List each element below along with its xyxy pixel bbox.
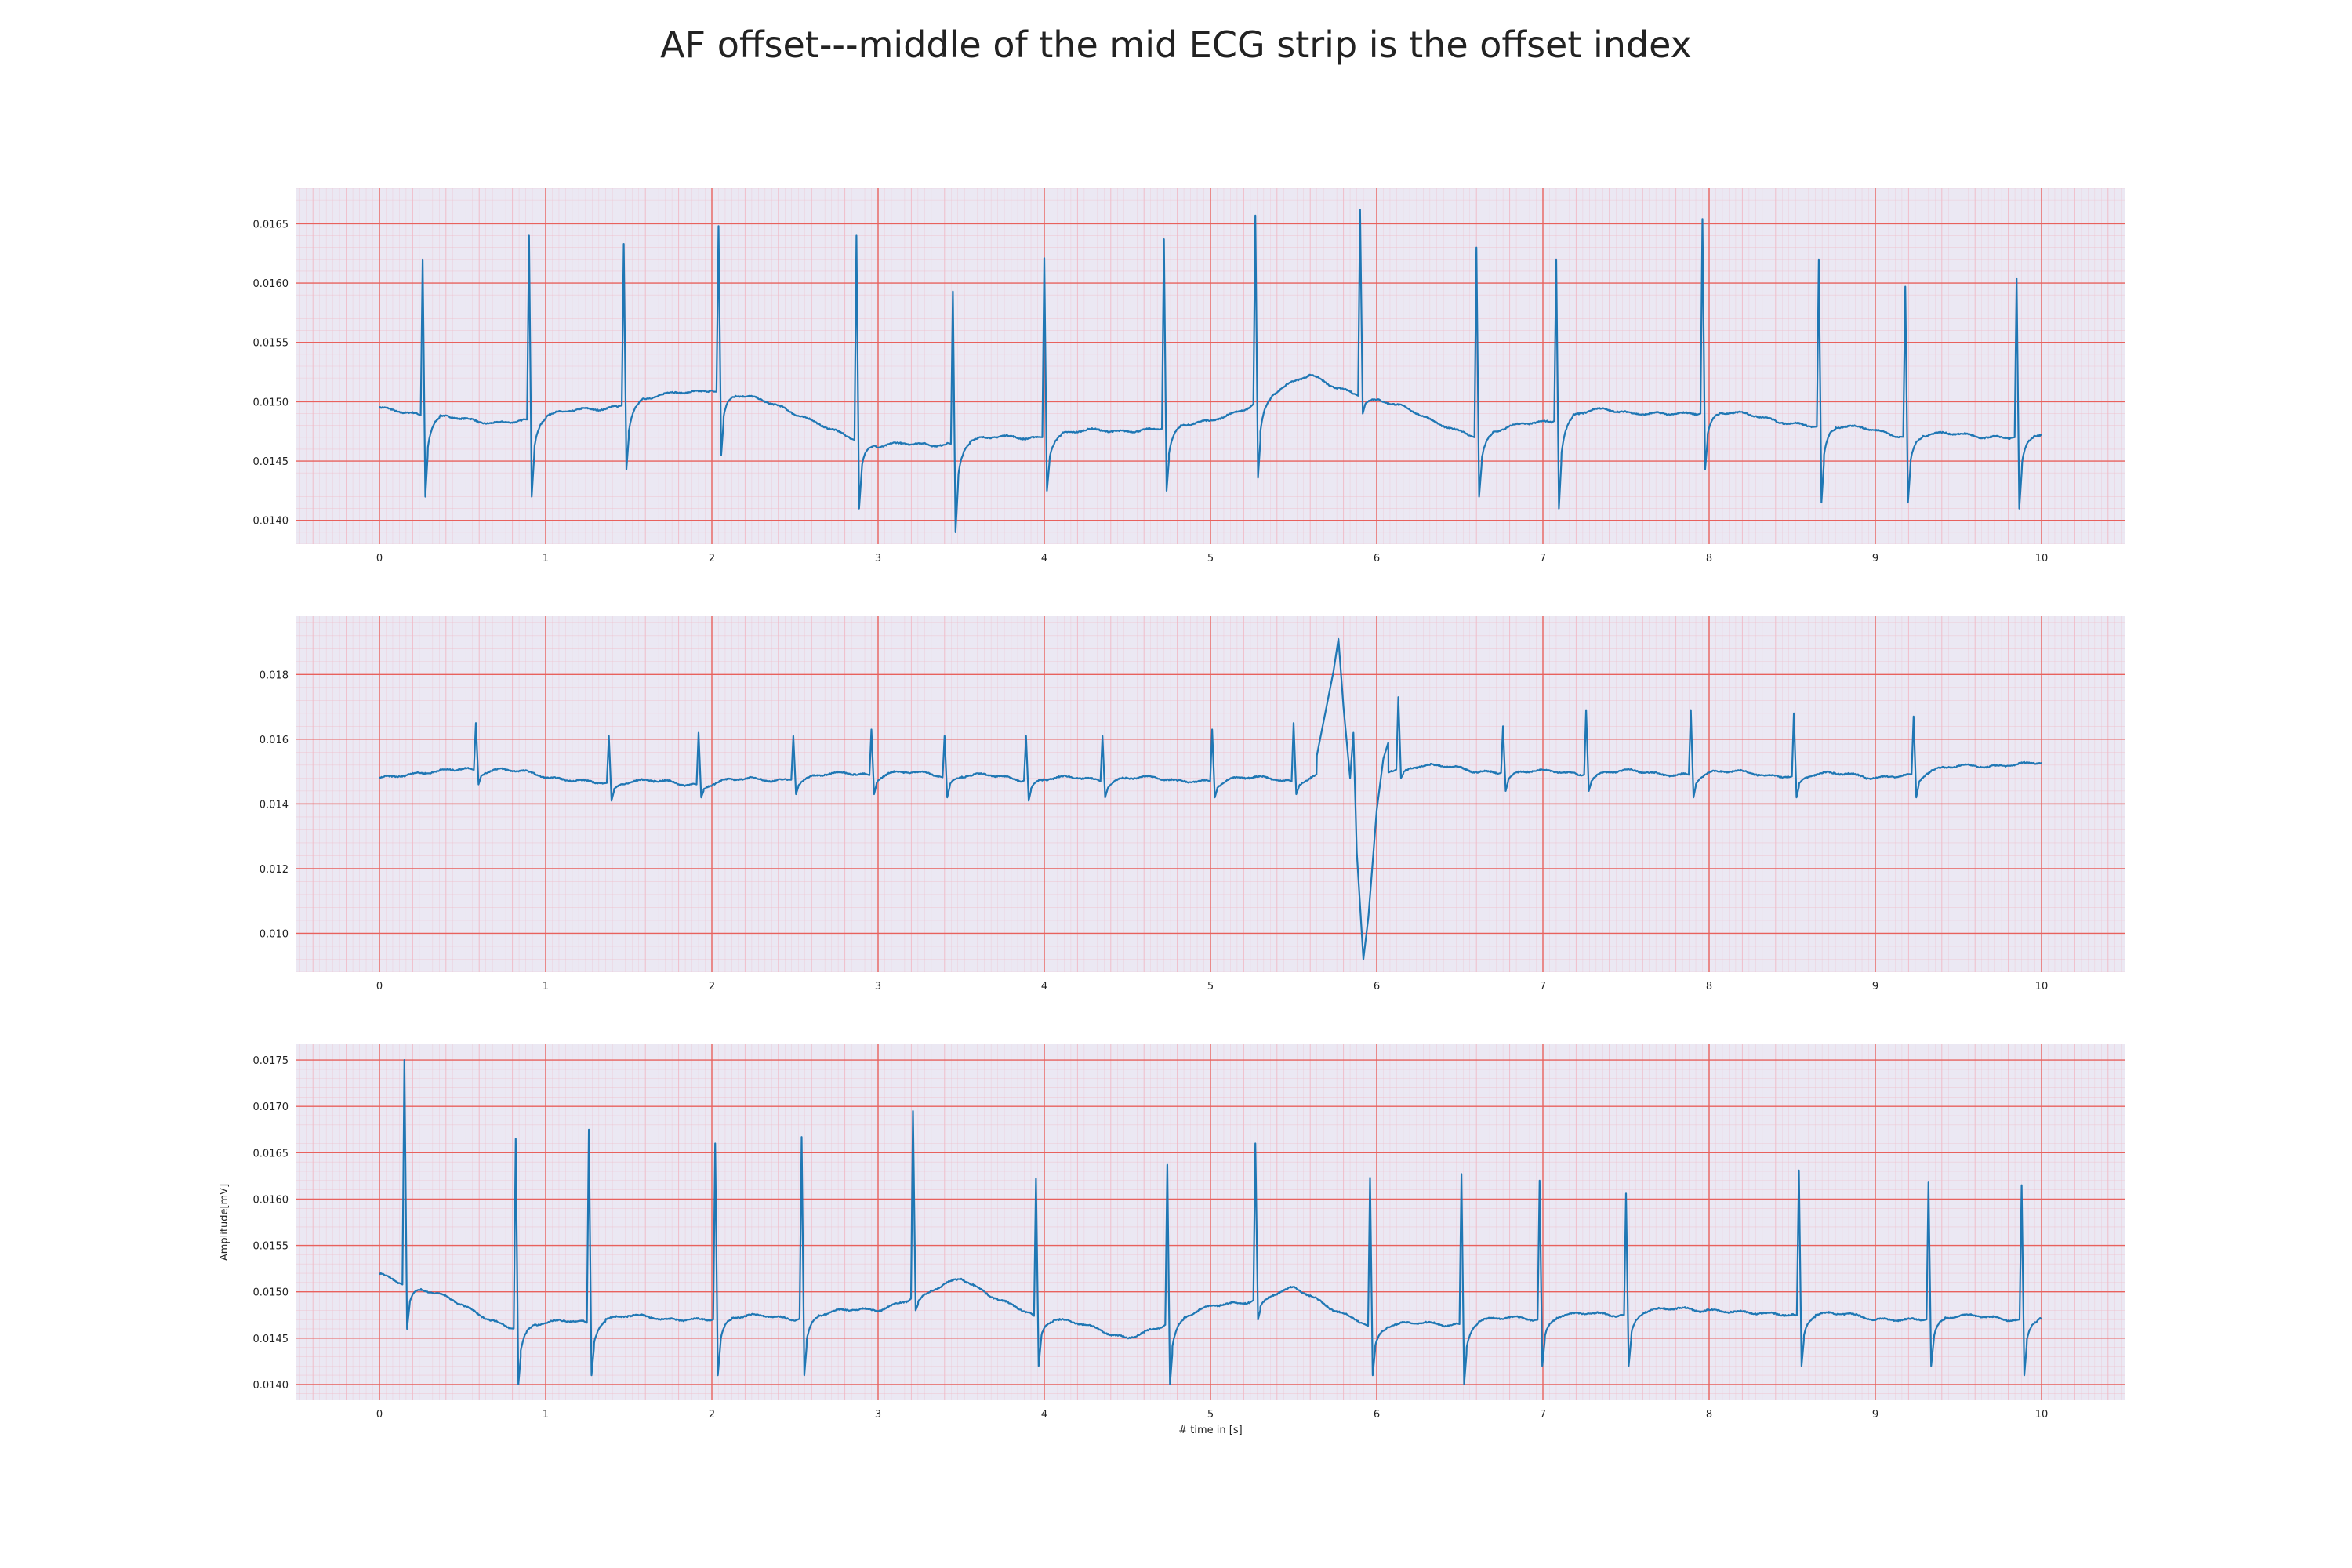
x-tick-label: 3 bbox=[875, 1409, 881, 1421]
y-axis-label: Amplitude[mV] bbox=[219, 1184, 230, 1261]
x-tick-label: 10 bbox=[2035, 1409, 2049, 1421]
y-tick-label: 0.0155 bbox=[253, 338, 289, 350]
figure-title: AF offset---middle of the mid ECG strip … bbox=[660, 24, 1692, 66]
y-tick-label: 0.0140 bbox=[253, 1380, 289, 1392]
x-tick-label: 7 bbox=[1540, 981, 1546, 993]
x-tick-label: 5 bbox=[1207, 981, 1214, 993]
x-tick-label: 4 bbox=[1041, 553, 1047, 564]
x-tick-label: 4 bbox=[1041, 1409, 1047, 1421]
x-tick-label: 7 bbox=[1540, 553, 1546, 564]
ecg-grid bbox=[296, 616, 2125, 972]
y-tick-label: 0.0160 bbox=[253, 1194, 289, 1206]
x-tick-label: 8 bbox=[1706, 981, 1712, 993]
x-tick-label: 7 bbox=[1540, 1409, 1546, 1421]
x-tick-label: 8 bbox=[1706, 1409, 1712, 1421]
x-tick-label: 3 bbox=[875, 981, 881, 993]
y-tick-label: 0.012 bbox=[260, 864, 289, 876]
x-tick-label: 0 bbox=[376, 981, 383, 993]
y-tick-label: 0.0170 bbox=[253, 1102, 289, 1113]
x-tick-label: 6 bbox=[1374, 553, 1380, 564]
y-tick-label: 0.0150 bbox=[253, 1287, 289, 1299]
x-tick-label: 10 bbox=[2035, 553, 2049, 564]
y-tick-label: 0.0165 bbox=[253, 219, 289, 230]
x-tick-label: 9 bbox=[1872, 553, 1878, 564]
x-tick-label: 9 bbox=[1872, 981, 1878, 993]
x-tick-label: 8 bbox=[1706, 553, 1712, 564]
x-tick-label: 3 bbox=[875, 553, 881, 564]
y-tick-label: 0.0150 bbox=[253, 397, 289, 408]
y-tick-label: 0.0175 bbox=[253, 1055, 289, 1067]
y-tick-label: 0.0155 bbox=[253, 1241, 289, 1253]
ecg-grid bbox=[296, 188, 2125, 544]
x-tick-label: 6 bbox=[1374, 1409, 1380, 1421]
x-tick-label: 5 bbox=[1207, 1409, 1214, 1421]
x-tick-label: 0 bbox=[376, 1409, 383, 1421]
y-tick-label: 0.0140 bbox=[253, 516, 289, 528]
x-tick-label: 1 bbox=[543, 1409, 549, 1421]
y-tick-label: 0.016 bbox=[260, 735, 289, 746]
x-axis-label: # time in [s] bbox=[1178, 1425, 1242, 1436]
ecg-panel-3: 0 1 2 3 4 5 6 7 8 9 10 0.0140 0.0145 0.0150 0.0155 0.01… bbox=[219, 1044, 2125, 1436]
y-tick-label: 0.0160 bbox=[253, 278, 289, 290]
x-tick-label: 4 bbox=[1041, 981, 1047, 993]
y-tick-label: 0.014 bbox=[260, 799, 289, 811]
x-tick-label: 10 bbox=[2035, 981, 2049, 993]
y-tick-label: 0.018 bbox=[260, 670, 289, 681]
ecg-panel-1: 0 1 2 3 4 5 6 7 8 9 10 0.0140 0.0145 0.0150 0.0155 0.01… bbox=[253, 188, 2125, 564]
ecg-trace-3 bbox=[379, 1059, 2042, 1385]
y-tick-label: 0.0145 bbox=[253, 456, 289, 468]
x-tick-label: 2 bbox=[709, 1409, 715, 1421]
x-tick-label: 5 bbox=[1207, 553, 1214, 564]
x-tick-label: 1 bbox=[543, 553, 549, 564]
x-tick-label: 6 bbox=[1374, 981, 1380, 993]
x-tick-label: 1 bbox=[543, 981, 549, 993]
ecg-panel-2: 0 1 2 3 4 5 6 7 8 9 10 0.010 0.012 0.014 0.016 0.018 bbox=[260, 616, 2125, 993]
x-tick-label: 2 bbox=[709, 981, 715, 993]
ecg-trace-1 bbox=[379, 209, 2042, 533]
y-tick-label: 0.0145 bbox=[253, 1334, 289, 1345]
y-tick-label: 0.010 bbox=[260, 928, 289, 940]
x-tick-label: 9 bbox=[1872, 1409, 1878, 1421]
x-tick-label: 0 bbox=[376, 553, 383, 564]
y-tick-label: 0.0165 bbox=[253, 1148, 289, 1160]
ecg-trace-2 bbox=[379, 637, 2042, 960]
x-tick-label: 2 bbox=[709, 553, 715, 564]
